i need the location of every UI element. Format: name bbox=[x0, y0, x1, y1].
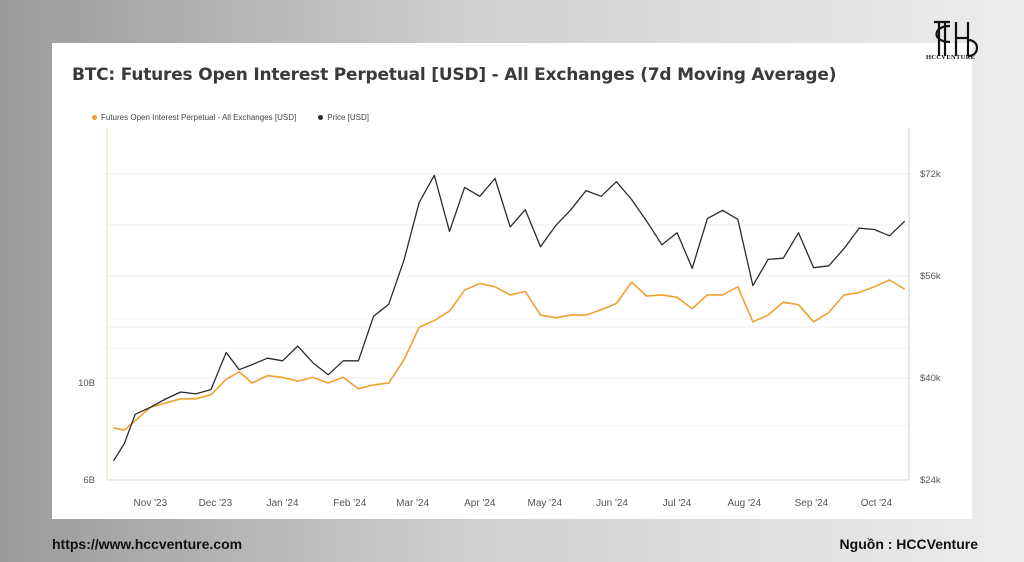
y-right-tick-label: $40k bbox=[920, 373, 941, 384]
x-tick-label: Dec '23 bbox=[199, 498, 233, 509]
footer-url[interactable]: https://www.hccventure.com bbox=[52, 536, 243, 552]
hcc-logo-icon bbox=[934, 20, 978, 58]
legend-label-open-interest: Futures Open Interest Perpetual - All Ex… bbox=[101, 113, 297, 122]
chart-legend: Futures Open Interest Perpetual - All Ex… bbox=[92, 113, 369, 122]
chart-title: BTC: Futures Open Interest Perpetual [US… bbox=[72, 65, 837, 85]
y-left-tick-label: 6B bbox=[83, 475, 95, 486]
legend-dot-open-interest bbox=[92, 115, 97, 120]
legend-item-open-interest[interactable]: Futures Open Interest Perpetual - All Ex… bbox=[92, 113, 296, 122]
series-line-open-interest bbox=[113, 279, 906, 431]
x-tick-label: Feb '24 bbox=[333, 498, 366, 509]
chart-plot: Nov '23 Dec '23 Jan '24 Feb '24 Mar '24 Apr '… bbox=[78, 128, 941, 509]
x-tick-label: Sep '24 bbox=[795, 498, 829, 509]
footer-source: Nguồn : HCCVenture bbox=[839, 536, 978, 552]
chart-card: BTC: Futures Open Interest Perpetual [US… bbox=[52, 43, 972, 519]
x-tick-label: May '24 bbox=[527, 498, 562, 509]
y-right-tick-label: $24k bbox=[920, 475, 941, 486]
y-left-tick-label: 10B bbox=[78, 378, 95, 389]
x-tick-label: Oct '24 bbox=[861, 498, 893, 509]
legend-label-price: Price [USD] bbox=[327, 113, 370, 122]
series-line-price bbox=[112, 174, 906, 462]
y-right-tick-label: $72k bbox=[920, 169, 941, 180]
logo-text: HCCVENTURE bbox=[926, 54, 976, 61]
x-tick-label: Jun '24 bbox=[596, 498, 628, 509]
x-tick-label: Aug '24 bbox=[727, 498, 761, 509]
y-right-tick-label: $56k bbox=[920, 271, 941, 282]
x-tick-label: Jul '24 bbox=[663, 498, 692, 509]
legend-dot-price bbox=[318, 115, 324, 120]
x-tick-label: Mar '24 bbox=[396, 498, 429, 509]
legend-item-price[interactable]: Price [USD] bbox=[318, 113, 369, 122]
x-tick-label: Apr '24 bbox=[464, 498, 496, 509]
x-tick-label: Nov '23 bbox=[134, 498, 168, 509]
x-tick-label: Jan '24 bbox=[267, 498, 299, 509]
